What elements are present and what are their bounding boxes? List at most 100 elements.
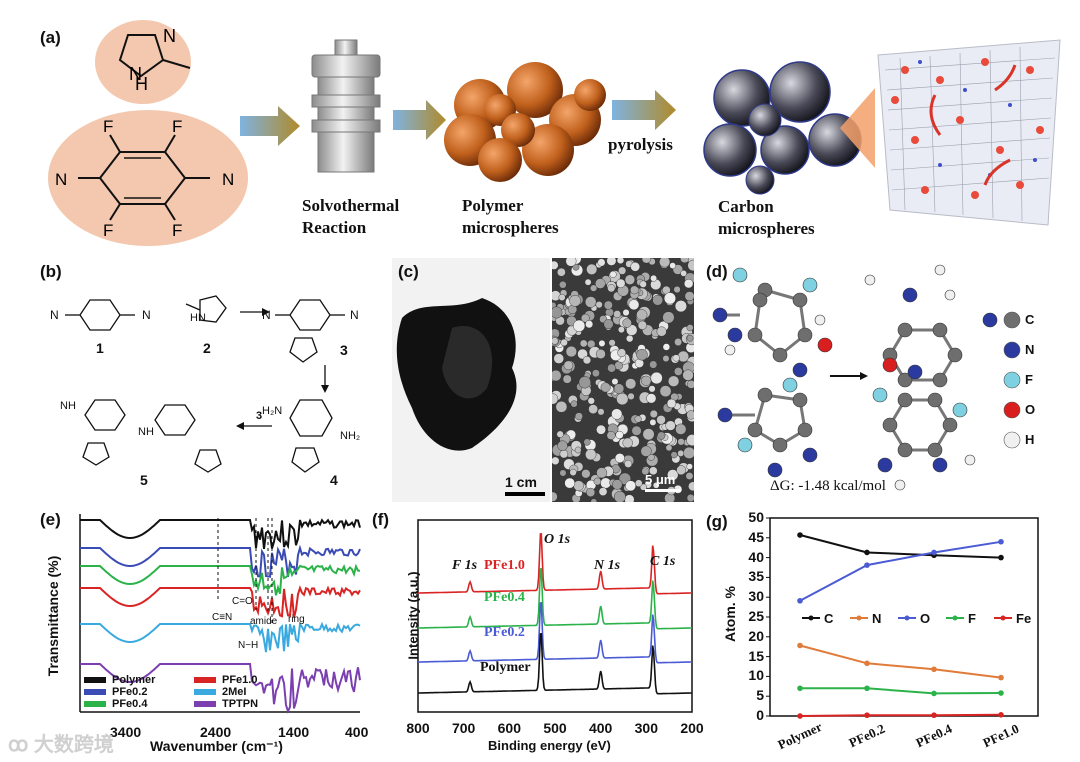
dft-atom <box>927 392 943 408</box>
step-carbon-microspheres: Carbon microspheres <box>718 197 815 238</box>
legend-dot-o <box>1003 401 1021 419</box>
dft-atom <box>772 437 788 453</box>
atom-legend-h: H <box>1025 432 1035 447</box>
dft-atom <box>737 437 753 453</box>
g-ytick-label: 50 <box>748 509 764 525</box>
g-point-n <box>864 660 870 667</box>
dft-atom <box>797 422 813 438</box>
g-legend-dot <box>904 615 910 621</box>
dft-atom <box>907 364 923 380</box>
ftir-line-pfe02 <box>80 544 361 578</box>
dft-atom <box>964 454 976 466</box>
legend-dot-n <box>1003 341 1021 359</box>
legend-swatch <box>84 689 106 695</box>
g-ytick-label: 35 <box>748 568 764 585</box>
ftir-legend-item: Polymer <box>84 674 155 686</box>
arrow-reagent-label: 3 <box>256 410 263 422</box>
panel-g-label: (g) <box>706 512 728 531</box>
svg-text:N: N <box>55 170 67 189</box>
g-point-fe <box>797 713 803 719</box>
ftir-xlabel: Wavenumber (cm⁻¹) <box>150 738 283 754</box>
g-ytick-label: 0 <box>756 707 764 723</box>
svg-text:N: N <box>163 26 176 46</box>
peak-n1s: N 1s <box>594 558 621 573</box>
dft-atom <box>897 442 913 458</box>
dft-atom <box>882 417 898 433</box>
compound-4-label: 4 <box>330 472 338 488</box>
ftir-xtick-1400: 1400 <box>278 724 310 740</box>
g-ytick-label: 20 <box>748 627 764 644</box>
dft-atom <box>897 322 913 338</box>
xps-xtick: 600 <box>497 720 521 736</box>
scale-bar-1cm-text: 1 cm <box>505 474 537 490</box>
legend-label: PFe0.2 <box>112 686 148 698</box>
dft-atom <box>724 344 736 356</box>
annot-nh: N−H <box>238 640 259 651</box>
panel-f-label: (f) <box>372 510 389 529</box>
legend-swatch <box>194 677 216 683</box>
g-point-f <box>931 690 937 697</box>
ftir-legend-item: 2MeI <box>194 686 246 698</box>
dft-atom <box>802 447 818 463</box>
g-series-line-f <box>800 687 1002 695</box>
g-ytick-label: 40 <box>748 548 764 565</box>
peak-c1s: C 1s <box>650 554 676 569</box>
g-legend-label: F <box>968 611 976 626</box>
xps-xtick: 700 <box>451 720 476 736</box>
ftir-line-polymer <box>80 518 361 550</box>
dft-atom <box>932 322 948 338</box>
svg-text:N: N <box>222 170 234 189</box>
g-point-f <box>864 685 870 692</box>
xps-xlabel: Binding energy (eV) <box>488 738 611 753</box>
annot-cn: C≡N <box>212 612 233 623</box>
ftir-legend-item: PFe0.4 <box>84 698 147 710</box>
scale-bar-5um: 5 μm <box>645 472 681 492</box>
annot-amide: amide <box>250 616 278 627</box>
dft-atom <box>952 402 968 418</box>
g-point-o <box>864 562 870 568</box>
g-ytick-label: 25 <box>748 608 764 624</box>
dft-atom <box>752 292 768 308</box>
panel-a-label: (a) <box>40 28 61 47</box>
dft-atom <box>947 347 963 363</box>
dft-atom <box>767 462 783 478</box>
compound-5-nh-left: NH <box>60 400 76 412</box>
dft-atom <box>882 347 898 363</box>
sem-image-microspheres <box>552 258 694 502</box>
legend-dot-c <box>1003 311 1021 329</box>
dft-atom <box>902 287 918 303</box>
legend-label: 2MeI <box>222 686 247 698</box>
dft-atom <box>797 327 813 343</box>
compound-2-hn: HN <box>190 312 206 324</box>
dft-atom <box>757 387 773 403</box>
svg-text:H: H <box>135 74 148 94</box>
dft-atom <box>864 274 876 286</box>
g-ylabel: Atom. % <box>722 586 738 642</box>
g-ytick-label: 30 <box>748 588 764 605</box>
legend-swatch <box>194 689 216 695</box>
xps-xtick: 200 <box>680 720 704 736</box>
g-legend-label: N <box>872 611 881 626</box>
g-legend-dot <box>808 615 814 621</box>
xps-ylabel: Intensity (a.u.) <box>405 571 421 660</box>
legend-swatch <box>84 677 106 683</box>
xps-line-polymer <box>418 633 692 695</box>
ftir-xtick-3400: 3400 <box>110 724 142 740</box>
xps-line-pfe02 <box>418 602 692 664</box>
dft-atom <box>897 392 913 408</box>
photo-polymer-powder <box>392 258 550 502</box>
dft-atom <box>732 267 748 283</box>
xps-xtick: 800 <box>406 720 430 736</box>
g-legend-dot <box>952 615 958 621</box>
dft-atom <box>934 264 946 276</box>
compound-3-cn-right: N <box>350 308 359 322</box>
panel-d-label: (d) <box>706 262 728 281</box>
g-point-o <box>998 538 1004 545</box>
dft-atom <box>792 362 808 378</box>
dft-atom <box>894 479 906 491</box>
legend-label: Polymer <box>112 674 156 686</box>
legend-dot-h <box>1003 431 1021 449</box>
ftir-legend-item: PFe1.0 <box>194 674 257 686</box>
annot-co: C=O <box>232 596 253 607</box>
dft-atom <box>897 372 913 388</box>
